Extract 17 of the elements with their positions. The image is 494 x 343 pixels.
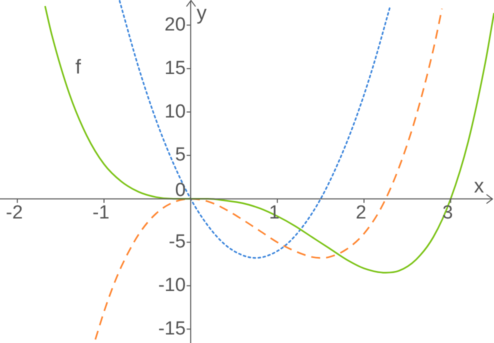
x-axis-title: x: [474, 175, 484, 198]
y-tick-label: 15: [164, 58, 186, 79]
y-tick-label: 10: [164, 101, 186, 122]
series-label: f: [75, 56, 82, 78]
line-series: [118, 0, 391, 259]
y-axis-title: y: [196, 2, 207, 25]
y-tick-label: -15: [158, 318, 186, 340]
x-tick-label: -2: [6, 202, 23, 224]
x-tick-label: 2: [356, 202, 366, 224]
line-series: [94, 8, 443, 340]
y-tick-label: 0: [175, 180, 186, 202]
y-tick-label: 5: [175, 144, 186, 166]
x-tick-label: -1: [92, 202, 110, 224]
line-series: [44, 5, 494, 274]
y-tick-label: 20: [164, 14, 186, 36]
y-tick-label: -5: [168, 232, 186, 253]
y-tick-label: -10: [158, 274, 186, 296]
